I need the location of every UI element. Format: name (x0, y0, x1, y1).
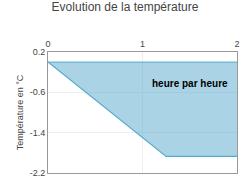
svg-text:-2.2: -2.2 (30, 168, 46, 178)
svg-text:-0.6: -0.6 (30, 87, 46, 97)
svg-text:Evolution de la température: Evolution de la température (52, 0, 199, 14)
svg-text:0: 0 (45, 39, 50, 49)
svg-text:2: 2 (234, 39, 239, 49)
svg-text:0.2: 0.2 (33, 47, 46, 57)
svg-text:-1.4: -1.4 (30, 128, 46, 138)
svg-text:heure par heure: heure par heure (152, 78, 228, 89)
svg-text:Température en °C: Température en °C (15, 74, 25, 150)
svg-text:1: 1 (140, 39, 145, 49)
